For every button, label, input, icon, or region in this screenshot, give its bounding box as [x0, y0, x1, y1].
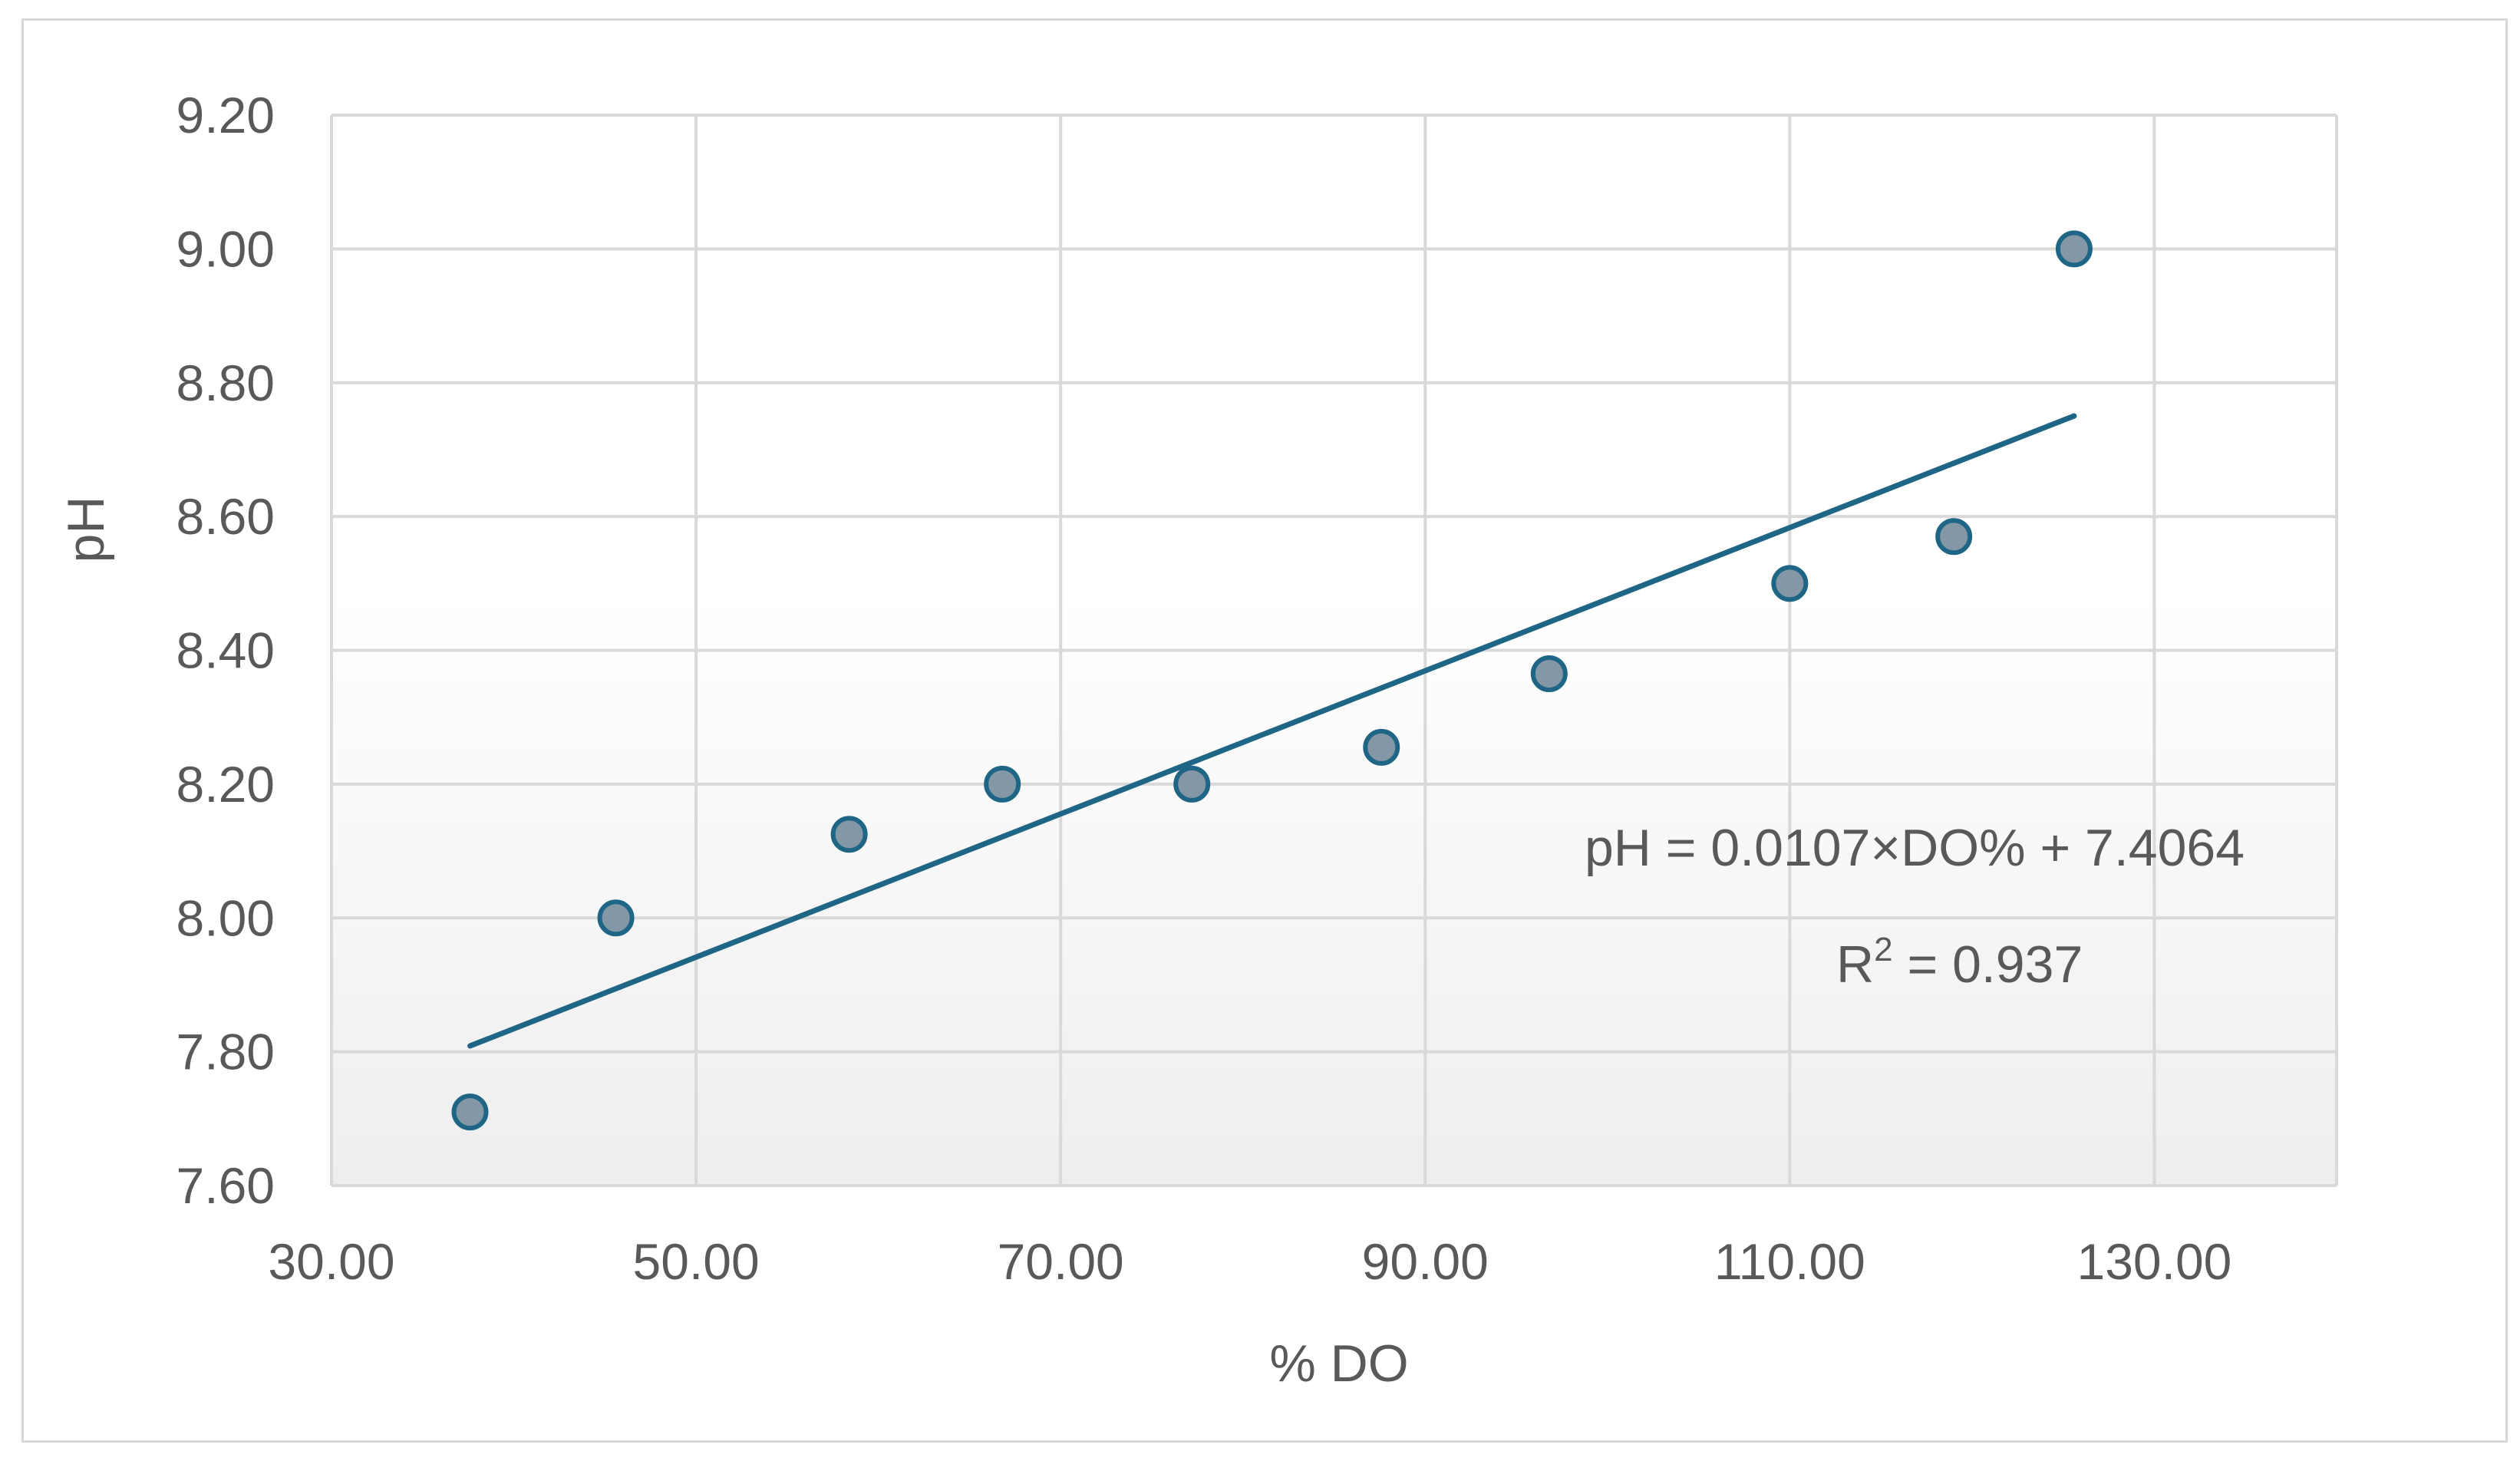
y-tick-label: 8.60: [176, 488, 275, 545]
y-tick-label: 8.20: [176, 756, 275, 813]
data-point: [1363, 728, 1400, 766]
r-squared-superscript: 2: [1874, 931, 1892, 968]
data-point: [451, 1093, 489, 1131]
x-tick-label: 50.00: [633, 1233, 760, 1290]
x-tick-label: 110.00: [1714, 1233, 1865, 1290]
data-point: [1173, 765, 1211, 803]
r-squared-prefix: R: [1836, 935, 1874, 994]
y-tick-label: 8.00: [176, 889, 275, 946]
data-point: [1771, 565, 1809, 602]
x-tick-label: 130.00: [2077, 1233, 2232, 1290]
x-tick-label: 90.00: [1362, 1233, 1489, 1290]
data-point: [1935, 518, 1973, 556]
data-point: [984, 765, 1021, 803]
y-tick-label: 7.80: [176, 1024, 275, 1080]
gridlines: [330, 114, 2338, 1187]
trendline: [467, 413, 2077, 1049]
y-tick-label: 8.80: [176, 355, 275, 411]
data-point: [830, 816, 868, 853]
y-tick-label: 8.40: [176, 622, 275, 679]
y-tick-label: 9.00: [176, 220, 275, 277]
y-axis-tick-labels: 7.60 7.80 8.00 8.20 8.40 8.60 8.80 9.00 9.20: [176, 87, 275, 1214]
data-point: [2055, 230, 2093, 268]
x-tick-label: 70.00: [998, 1233, 1124, 1290]
trendline-equation: pH = 0.0107×DO% + 7.4064: [1585, 819, 2245, 877]
y-tick-label: 9.20: [176, 87, 275, 143]
x-tick-label: 30.00: [268, 1233, 394, 1290]
data-point: [1530, 655, 1568, 693]
x-axis-title: % DO: [1269, 1334, 1408, 1393]
y-axis-title: pH: [57, 496, 115, 563]
r-squared-label: R2 = 0.937: [1836, 931, 2083, 994]
r-squared-value: = 0.937: [1893, 935, 2083, 994]
data-point: [597, 899, 635, 937]
x-axis-tick-labels: 30.00 50.00 70.00 90.00 110.00 130.00: [268, 1233, 2231, 1290]
y-tick-label: 7.60: [176, 1157, 275, 1214]
data-points: [451, 230, 2093, 1131]
